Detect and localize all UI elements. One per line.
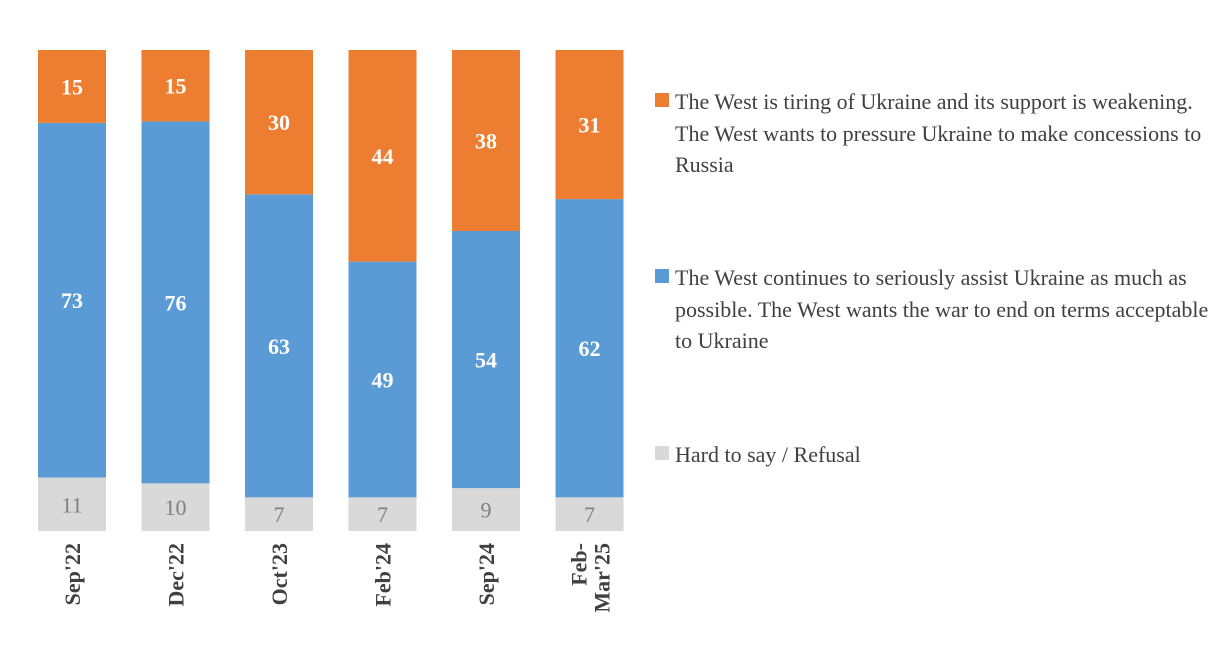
- legend-label: Hard to say / Refusal: [675, 442, 861, 467]
- bar-segment: [452, 488, 520, 531]
- data-label: 7: [584, 502, 595, 527]
- legend-swatch-orange: [655, 93, 669, 107]
- bar-segment: [141, 483, 210, 531]
- legend-label: The West is tiring of Ukraine and its su…: [675, 89, 1202, 177]
- x-tick-label-text: Oct'23: [267, 543, 292, 605]
- x-tick-label-text: Dec'22: [164, 543, 189, 607]
- x-tick-label-text: Feb'24: [371, 543, 396, 607]
- bar-segment: [452, 230, 520, 489]
- bar-segment: [245, 497, 313, 531]
- bar-segment: [555, 50, 624, 200]
- data-label: 9: [481, 498, 492, 523]
- bar-segment: [245, 194, 313, 498]
- legend-item-assist: The West continues to seriously assist U…: [655, 262, 1220, 357]
- data-label: 15: [165, 74, 187, 99]
- data-label: 15: [61, 74, 83, 99]
- bar-segment: [348, 261, 417, 498]
- bar-segment: [348, 497, 417, 531]
- bar-segment: [141, 121, 210, 484]
- x-tick-label: Oct'23: [267, 543, 292, 605]
- x-tick-label-text: Feb-: [567, 543, 592, 586]
- x-tick-label: Feb'24: [371, 543, 396, 607]
- bar-segment: [555, 497, 624, 531]
- data-label: 63: [268, 334, 290, 359]
- legend-label: The West continues to seriously assist U…: [675, 265, 1209, 353]
- data-label: 76: [165, 290, 187, 315]
- legend-item-tiring: The West is tiring of Ukraine and its su…: [655, 86, 1220, 181]
- data-label: 73: [61, 288, 83, 313]
- bar-segment: [38, 122, 106, 478]
- bar-segment: [452, 50, 520, 231]
- data-label: 7: [377, 502, 388, 527]
- data-label: 10: [165, 495, 187, 520]
- data-label: 11: [61, 492, 82, 517]
- bar-segment: [38, 477, 106, 531]
- x-tick-label: Sep'24: [474, 543, 499, 605]
- legend-swatch-blue: [655, 269, 669, 283]
- bar-segment: [348, 50, 417, 262]
- x-tick-label: Sep'22: [60, 543, 85, 605]
- bar-segment: [555, 199, 624, 498]
- x-tick-label-text: Sep'24: [474, 543, 499, 605]
- x-tick-label-text: Sep'22: [60, 543, 85, 605]
- x-tick-label-text: Mar'25: [590, 543, 615, 613]
- data-label: 54: [475, 348, 497, 373]
- data-label: 49: [372, 367, 394, 392]
- bar-segment: [245, 50, 313, 195]
- data-label: 31: [579, 113, 601, 138]
- legend-item-hard-to-say: Hard to say / Refusal: [655, 439, 1220, 471]
- bar-segment: [141, 50, 210, 122]
- data-label: 62: [579, 336, 601, 361]
- bar-segment: [38, 50, 106, 123]
- data-label: 7: [274, 502, 285, 527]
- legend-swatch-gray: [655, 446, 669, 460]
- x-tick-label: Dec'22: [164, 543, 189, 607]
- x-tick-label: Feb-Mar'25: [567, 543, 615, 613]
- data-label: 38: [475, 128, 497, 153]
- data-label: 44: [372, 144, 394, 169]
- data-label: 30: [268, 110, 290, 135]
